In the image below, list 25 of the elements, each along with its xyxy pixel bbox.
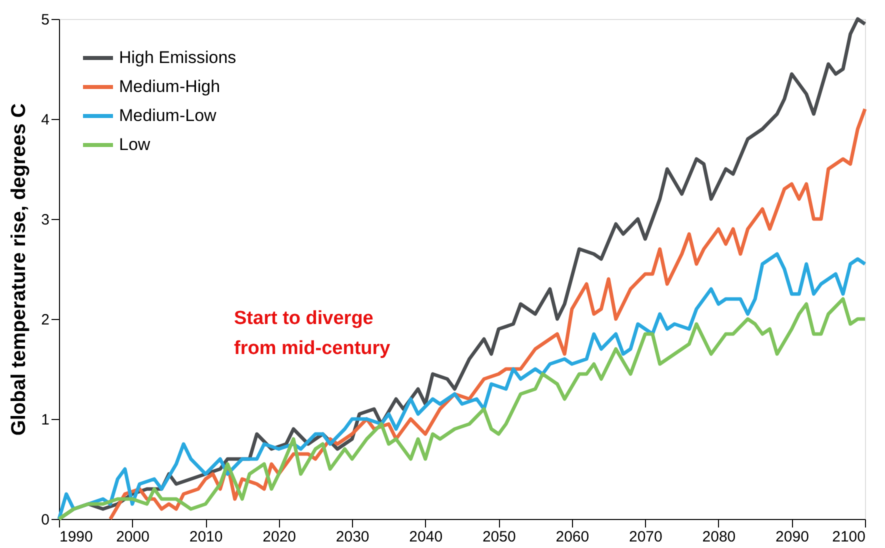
y-tick-label: 2 (41, 312, 50, 328)
y-tick-label: 4 (41, 112, 50, 128)
line-series (108, 107, 867, 521)
annotation: Start to diverge from mid-century (234, 308, 391, 359)
x-tick-label: 2050 (482, 528, 516, 546)
legend-label: Medium-Low (119, 106, 218, 125)
x-tick-label: 2060 (556, 528, 590, 546)
x-tick-label: 2040 (409, 528, 443, 546)
y-axis-title: Global temperature rise, degrees C (8, 103, 30, 436)
x-tick-label: 2100 (832, 528, 866, 546)
y-tick-label: 3 (41, 212, 50, 228)
legend-label: High Emissions (119, 48, 236, 67)
x-tick-label: 2080 (702, 528, 736, 546)
legend-label: Medium-High (119, 77, 220, 96)
x-tick-label: 2020 (262, 528, 296, 546)
x-tick-label: 2090 (776, 528, 809, 546)
x-tick-label: 2000 (116, 528, 150, 546)
y-tick-label: 1 (41, 412, 50, 428)
x-tick-label: 2010 (189, 528, 223, 546)
x-tick-label: 2030 (336, 528, 370, 546)
legend-label: Low (119, 135, 151, 154)
x-tick-label: 2070 (628, 528, 662, 546)
y-tick-label: 5 (41, 12, 50, 28)
x-tick-label: 1990 (60, 528, 93, 546)
y-tick-label: 0 (41, 512, 50, 528)
